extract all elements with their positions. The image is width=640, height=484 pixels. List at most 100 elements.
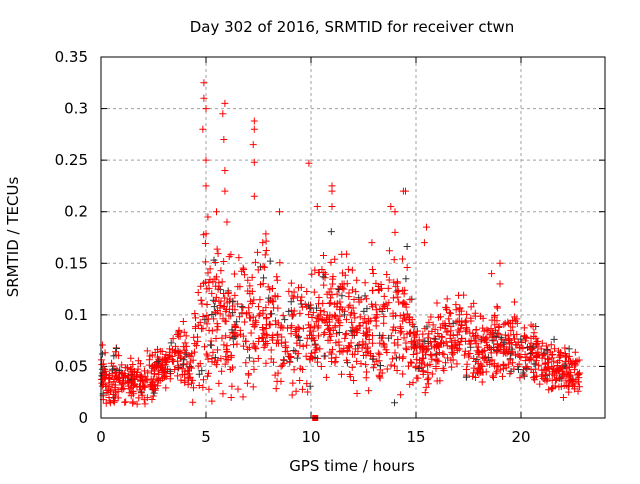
data-point — [394, 341, 402, 349]
data-point — [124, 374, 132, 382]
secondary-point — [391, 399, 399, 407]
data-point — [264, 283, 272, 291]
data-point — [338, 370, 346, 378]
data-point — [552, 376, 560, 384]
data-point — [280, 356, 288, 364]
data-point — [465, 353, 473, 361]
data-point — [174, 364, 182, 372]
data-point — [510, 335, 518, 343]
data-point — [344, 303, 352, 311]
data-point — [169, 346, 177, 354]
data-point — [498, 372, 506, 380]
data-point — [136, 386, 144, 394]
data-point — [377, 280, 385, 288]
data-point — [545, 386, 553, 394]
data-point — [484, 343, 492, 351]
data-point — [118, 386, 126, 394]
data-point — [491, 311, 499, 319]
data-point — [355, 298, 363, 306]
data-point — [109, 362, 117, 370]
data-point — [220, 341, 228, 349]
data-point — [351, 350, 359, 358]
data-point — [399, 354, 407, 362]
data-point — [326, 311, 334, 319]
x-tick-label: 10 — [301, 428, 320, 446]
data-point — [236, 283, 244, 291]
data-point — [254, 354, 262, 362]
data-point — [180, 328, 188, 336]
data-point — [230, 270, 238, 278]
data-point — [105, 382, 113, 390]
data-point — [108, 381, 116, 389]
data-point — [169, 335, 177, 343]
data-point — [246, 297, 254, 305]
data-point — [327, 294, 335, 302]
data-point — [435, 357, 443, 365]
data-point — [352, 288, 360, 296]
data-point — [536, 380, 544, 388]
outlier-point — [200, 79, 208, 87]
data-point — [269, 358, 277, 366]
data-point — [439, 350, 447, 358]
data-point — [427, 351, 435, 359]
data-point — [390, 256, 398, 264]
data-point — [140, 396, 148, 404]
data-point — [225, 297, 233, 305]
y-tick-label: 0.2 — [64, 203, 88, 221]
data-point — [489, 372, 497, 380]
data-point — [218, 334, 226, 342]
data-point — [550, 357, 558, 365]
data-point — [507, 327, 515, 335]
y-tick-label: 0.05 — [55, 357, 88, 375]
data-point — [215, 379, 223, 387]
data-point — [509, 323, 517, 331]
data-point — [316, 311, 324, 319]
data-point — [488, 316, 496, 324]
data-point — [466, 349, 474, 357]
data-point — [475, 348, 483, 356]
data-point — [213, 320, 221, 328]
data-point — [244, 345, 252, 353]
data-point — [290, 366, 298, 374]
data-point — [555, 357, 563, 365]
data-point — [397, 391, 405, 399]
outlier-point — [221, 187, 229, 195]
data-point — [449, 356, 457, 364]
data-point — [434, 329, 442, 337]
data-point — [136, 377, 144, 385]
data-point — [185, 370, 193, 378]
data-point — [515, 360, 523, 368]
data-point — [139, 382, 147, 390]
data-point — [416, 359, 424, 367]
data-point — [296, 376, 304, 384]
x-tick-label: 15 — [406, 428, 425, 446]
data-point — [357, 360, 365, 368]
data-point — [523, 353, 531, 361]
secondary-point — [229, 298, 237, 306]
data-point — [479, 314, 487, 322]
data-point — [273, 377, 281, 385]
data-point — [252, 345, 260, 353]
data-point — [333, 290, 341, 298]
outlier-point — [202, 156, 210, 164]
data-point — [538, 339, 546, 347]
data-point — [289, 294, 297, 302]
data-point — [102, 399, 110, 407]
secondary-point — [519, 369, 527, 377]
data-point — [197, 282, 205, 290]
data-point — [271, 371, 279, 379]
data-point — [365, 326, 373, 334]
data-point — [473, 367, 481, 375]
data-point — [249, 340, 257, 348]
data-point — [243, 379, 251, 387]
outlier-point — [313, 203, 321, 211]
data-point — [387, 361, 395, 369]
secondary-point — [517, 335, 525, 343]
data-point — [490, 337, 498, 345]
data-point — [98, 382, 106, 390]
data-point — [277, 339, 285, 347]
data-point — [194, 321, 202, 329]
secondary-point — [529, 343, 537, 351]
data-point — [410, 337, 418, 345]
data-point — [545, 359, 553, 367]
